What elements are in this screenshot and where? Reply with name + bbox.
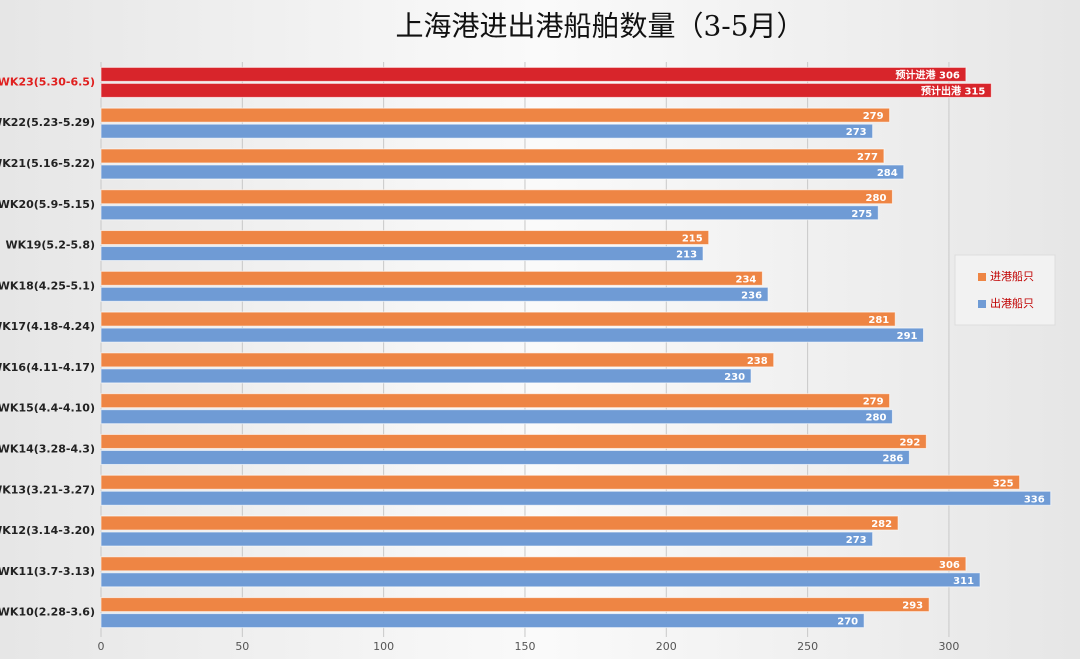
data-label: 336 bbox=[1024, 494, 1045, 505]
data-label: 277 bbox=[857, 152, 878, 163]
data-label: 279 bbox=[863, 397, 884, 408]
data-label: 273 bbox=[846, 535, 867, 546]
y-tick-label: WK23(5.30-6.5) bbox=[0, 75, 95, 88]
bar bbox=[100, 66, 967, 82]
data-label: 280 bbox=[866, 193, 887, 204]
data-label: 230 bbox=[724, 372, 745, 383]
data-label: 234 bbox=[736, 274, 757, 285]
bar bbox=[100, 531, 874, 547]
data-label: 270 bbox=[837, 617, 858, 628]
bar bbox=[100, 515, 899, 531]
x-tick-label: 200 bbox=[656, 640, 677, 653]
data-label: 286 bbox=[882, 453, 903, 464]
bar bbox=[100, 123, 874, 139]
data-label: 279 bbox=[863, 111, 884, 122]
x-tick-label: 50 bbox=[235, 640, 249, 653]
bar bbox=[100, 82, 992, 98]
data-label: 306 bbox=[939, 560, 960, 571]
y-tick-label: WK17(4.18-4.24) bbox=[0, 320, 95, 333]
y-tick-label: WK22(5.23-5.29) bbox=[0, 116, 95, 129]
y-tick-label: WK20(5.9-5.15) bbox=[0, 198, 95, 211]
legend-label: 进港船只 bbox=[990, 269, 1034, 283]
y-tick-label: WK19(5.2-5.8) bbox=[5, 239, 95, 252]
bar bbox=[100, 368, 752, 384]
data-label: 213 bbox=[676, 250, 697, 261]
bar bbox=[100, 270, 763, 286]
y-tick-label: WK11(3.7-3.13) bbox=[0, 565, 95, 578]
y-tick-label: WK10(2.28-3.6) bbox=[0, 606, 95, 619]
data-label: 284 bbox=[877, 168, 898, 179]
x-tick-label: 300 bbox=[938, 640, 959, 653]
bar bbox=[100, 205, 879, 221]
bar bbox=[100, 148, 885, 164]
y-tick-label: WK18(4.25-5.1) bbox=[0, 279, 95, 292]
bar bbox=[100, 597, 930, 613]
data-label: 预计进港 306 bbox=[896, 68, 960, 81]
bar bbox=[100, 230, 710, 246]
bar bbox=[100, 189, 893, 205]
data-label: 311 bbox=[953, 576, 974, 587]
data-label: 293 bbox=[902, 601, 923, 612]
bar bbox=[100, 107, 891, 123]
data-label: 325 bbox=[993, 478, 1014, 489]
x-tick-label: 0 bbox=[98, 640, 105, 653]
data-label: 282 bbox=[871, 519, 892, 530]
y-tick-label: WK15(4.4-4.10) bbox=[0, 402, 95, 415]
x-tick-label: 100 bbox=[373, 640, 394, 653]
data-label: 292 bbox=[899, 437, 920, 448]
bar bbox=[100, 556, 967, 572]
bar bbox=[100, 393, 891, 409]
bar bbox=[100, 327, 925, 343]
bar bbox=[100, 433, 927, 449]
legend-swatch bbox=[978, 300, 986, 308]
data-label: 291 bbox=[897, 331, 918, 342]
data-label: 238 bbox=[747, 356, 768, 367]
x-tick-label: 150 bbox=[514, 640, 535, 653]
bar bbox=[100, 352, 775, 368]
y-tick-label: WK13(3.21-3.27) bbox=[0, 483, 95, 496]
x-tick-label: 250 bbox=[797, 640, 818, 653]
data-label: 215 bbox=[682, 234, 703, 245]
y-tick-label: WK12(3.14-3.20) bbox=[0, 524, 95, 537]
bar bbox=[100, 613, 865, 629]
data-label: 236 bbox=[741, 290, 762, 301]
data-label: 275 bbox=[851, 209, 872, 220]
y-tick-label: WK14(3.28-4.3) bbox=[0, 442, 95, 455]
data-label: 273 bbox=[846, 127, 867, 138]
y-tick-label: WK21(5.16-5.22) bbox=[0, 157, 95, 170]
y-tick-label: WK16(4.11-4.17) bbox=[0, 361, 95, 374]
bar bbox=[100, 572, 981, 588]
bar bbox=[100, 246, 704, 262]
legend-label: 出港船只 bbox=[990, 296, 1034, 310]
bar bbox=[100, 490, 1052, 506]
data-label: 280 bbox=[866, 413, 887, 424]
bar bbox=[100, 311, 896, 327]
legend-swatch bbox=[978, 273, 986, 281]
chart-title: 上海港进出港船舶数量（3-5月） bbox=[395, 10, 804, 43]
bar bbox=[100, 449, 910, 465]
data-label: 281 bbox=[868, 315, 889, 326]
bar bbox=[100, 474, 1021, 490]
bar bbox=[100, 164, 905, 180]
bar bbox=[100, 409, 893, 425]
data-label: 预计出港 315 bbox=[921, 84, 985, 97]
legend-box bbox=[954, 254, 1056, 326]
bar bbox=[100, 286, 769, 302]
